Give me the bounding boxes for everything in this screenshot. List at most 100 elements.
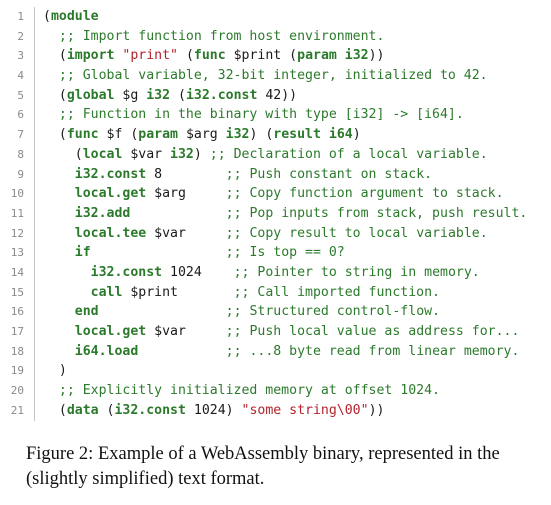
code-token: 1024) [185, 402, 242, 418]
code-line: 17 local.get $var ;; Push local value as… [0, 322, 551, 342]
code-text: ;; Function in the binary with type [i32… [43, 105, 464, 125]
code-token: ) [43, 363, 67, 379]
code-text: i32.add ;; Pop inputs from stack, push r… [43, 204, 528, 224]
code-comment: ;; Explicitly initialized memory at offs… [43, 383, 440, 399]
code-text: i32.const 8 ;; Push constant on stack. [43, 165, 432, 185]
code-line: 4 ;; Global variable, 32-bit integer, in… [0, 66, 551, 86]
code-token: ) [193, 146, 210, 162]
code-line: 20 ;; Explicitly initialized memory at o… [0, 381, 551, 401]
code-line: 18 i64.load ;; ...8 byte read from linea… [0, 342, 551, 362]
code-keyword: i32 [344, 48, 369, 64]
line-number: 13 [10, 246, 24, 260]
code-token [43, 245, 75, 260]
code-text: end ;; Structured control-flow. [43, 302, 440, 322]
code-token [43, 285, 91, 300]
code-token [43, 226, 75, 241]
code-comment: ;; ...8 byte read from linear memory. [225, 343, 520, 359]
code-line: 3 (import "print" (func $print (param i3… [0, 46, 551, 66]
code-comment: ;; Push constant on stack. [225, 166, 433, 182]
code-token: ( [43, 127, 67, 143]
code-comment: ;; Global variable, 32-bit integer, init… [43, 68, 488, 84]
line-number: 2 [17, 29, 24, 43]
code-token [43, 344, 75, 359]
line-number: 15 [10, 285, 24, 299]
code-text: local.tee $var ;; Copy result to local v… [43, 224, 488, 244]
code-text: local.get $var ;; Push local value as ad… [43, 322, 520, 342]
code-keyword: i32.const [74, 166, 147, 182]
line-number: 17 [10, 325, 24, 338]
code-keyword: param [297, 48, 337, 64]
code-comment: ;; Push local value as address for... [225, 324, 520, 339]
line-number: 3 [17, 49, 24, 63]
code-keyword: local.get [74, 324, 147, 339]
line-number: 1 [17, 10, 24, 23]
code-token [138, 344, 225, 359]
line-number: 10 [10, 187, 24, 201]
line-number: 19 [10, 364, 24, 378]
code-token [130, 206, 225, 221]
code-text: ;; Import function from host environment… [43, 27, 385, 47]
code-token: $arg [146, 186, 226, 202]
code-line: 19 ) [0, 361, 551, 381]
code-token: )) [368, 48, 385, 64]
line-number-divider [34, 7, 35, 421]
code-text: i32.const 1024 ;; Pointer to string in m… [43, 263, 480, 283]
code-text: if ;; Is top == 0? [43, 243, 345, 263]
code-string: "print" [122, 48, 178, 64]
code-comment: ;; Declaration of a local variable. [209, 146, 488, 162]
code-keyword: global [66, 87, 115, 103]
code-token: )) [368, 402, 385, 418]
code-token [43, 206, 75, 221]
code-token: ( [43, 146, 83, 162]
line-number: 11 [10, 206, 24, 220]
code-token [43, 186, 75, 201]
line-number: 18 [10, 344, 24, 358]
code-token: ) [352, 127, 361, 143]
code-comment: ;; Pop inputs from stack, push result. [225, 205, 528, 221]
code-keyword: i64.load [74, 343, 139, 359]
code-keyword: local.get [74, 186, 147, 202]
code-token: ( [98, 402, 115, 418]
code-token: 42)) [257, 87, 298, 103]
code-text: (local $var i32) ;; Declaration of a loc… [43, 145, 488, 165]
code-keyword: i32.add [74, 205, 131, 221]
code-line: 8 (local $var i32) ;; Declaration of a l… [0, 145, 551, 165]
figure-caption: Figure 2: Example of a WebAssembly binar… [26, 444, 500, 489]
code-text: (data (i32.const 1024) "some string\00")… [43, 401, 385, 421]
code-text: local.get $arg ;; Copy function argument… [43, 184, 504, 204]
code-keyword: if [74, 245, 91, 261]
code-token: $var [122, 146, 171, 162]
code-text: (func $f (param $arg i32) (result i64) [43, 125, 361, 145]
code-keyword: i32.const [185, 87, 258, 103]
code-keyword: i32.const [114, 402, 186, 418]
line-number: 7 [17, 128, 24, 142]
code-keyword: module [50, 9, 99, 24]
line-number: 5 [17, 88, 24, 102]
code-keyword: i32 [170, 146, 194, 162]
code-token: $var [146, 225, 226, 241]
code-token [43, 324, 75, 339]
code-text: ) [43, 361, 67, 381]
line-number: 8 [17, 147, 24, 161]
code-token: $g [114, 87, 147, 103]
code-line: 11 i32.add ;; Pop inputs from stack, pus… [0, 204, 551, 224]
code-token [43, 265, 91, 280]
code-text: ;; Global variable, 32-bit integer, init… [43, 66, 488, 86]
code-keyword: import [66, 48, 115, 64]
code-token: $var [146, 324, 226, 339]
code-keyword: local.tee [74, 225, 147, 241]
code-token [99, 304, 226, 319]
code-line: 1 (module [0, 7, 551, 27]
code-line: 13 if ;; Is top == 0? [0, 243, 551, 263]
code-keyword: func [66, 127, 99, 143]
code-comment: ;; Copy function argument to stack. [225, 186, 504, 202]
code-token [337, 48, 345, 63]
code-token [43, 167, 75, 182]
code-token: $arg [178, 127, 226, 143]
code-keyword: local [82, 146, 123, 162]
code-comment: ;; Call imported function. [233, 284, 440, 300]
code-comment: ;; Copy result to local variable. [225, 225, 488, 241]
code-comment: ;; Function in the binary with type [i32… [43, 107, 464, 123]
code-token [321, 127, 329, 142]
code-line: 10 local.get $arg ;; Copy function argum… [0, 184, 551, 204]
